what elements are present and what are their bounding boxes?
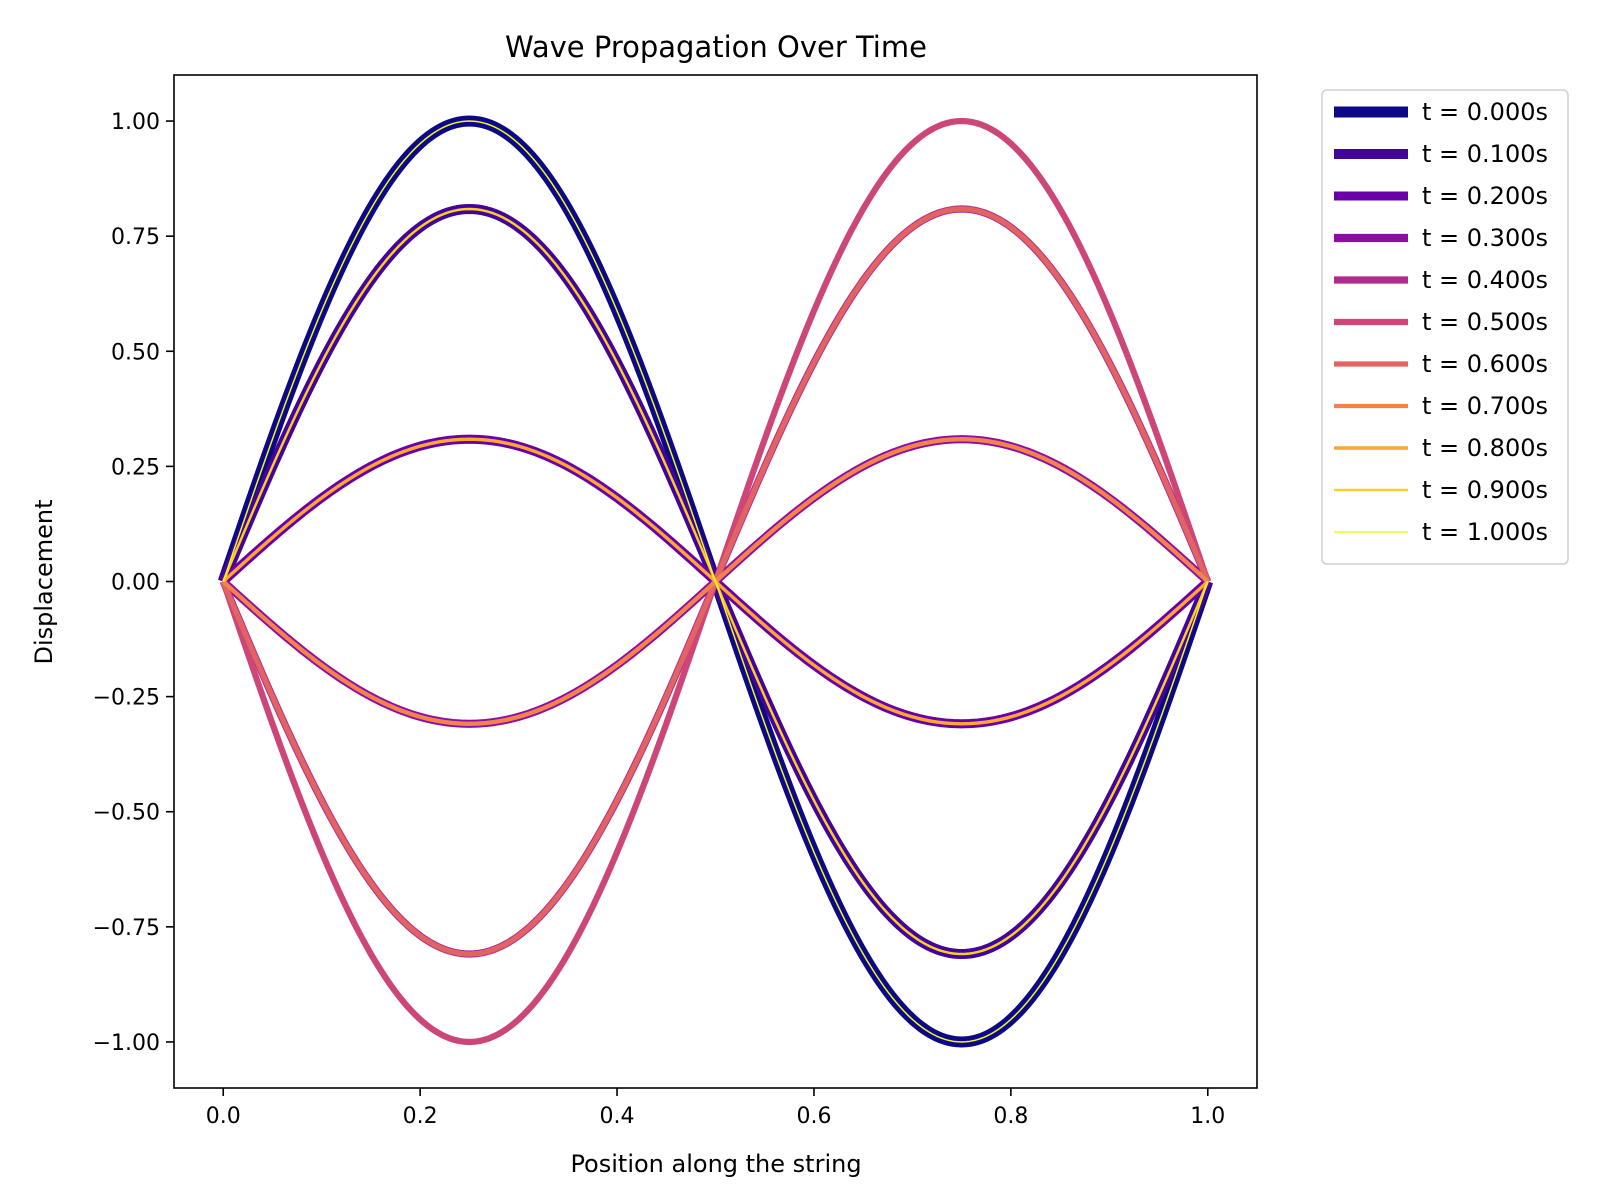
y-tick-label: 1.00	[111, 110, 160, 135]
legend-label: t = 0.700s	[1422, 392, 1548, 420]
x-tick-label: 0.4	[600, 1104, 635, 1129]
y-tick-label: −0.50	[93, 801, 160, 826]
x-axis-label: Position along the string	[570, 1150, 861, 1178]
legend-label: t = 1.000s	[1422, 518, 1548, 546]
legend-label: t = 0.400s	[1422, 266, 1548, 294]
y-tick-label: −0.75	[93, 916, 160, 941]
y-tick-label: 0.75	[111, 225, 160, 250]
x-tick-label: 0.6	[796, 1104, 831, 1129]
x-tick-label: 1.0	[1190, 1104, 1225, 1129]
legend-box	[1321, 89, 1569, 565]
legend-label: t = 0.800s	[1422, 434, 1548, 462]
x-tick-label: 0.0	[206, 1104, 241, 1129]
chart-title: Wave Propagation Over Time	[505, 30, 927, 64]
x-tick-label: 0.8	[993, 1104, 1028, 1129]
legend-label: t = 0.100s	[1422, 140, 1548, 168]
y-tick-label: 0.25	[111, 455, 160, 480]
legend-label: t = 0.600s	[1422, 350, 1548, 378]
legend-label: t = 0.200s	[1422, 182, 1548, 210]
y-axis-label: Displacement	[30, 500, 58, 665]
y-tick-label: 0.00	[111, 571, 160, 596]
legend-label: t = 0.500s	[1422, 308, 1548, 336]
y-axis: −1.00 −0.75 −0.50 −0.25 0.00 0.25 0.50 0.75 1.00	[93, 110, 174, 1056]
x-tick-label: 0.2	[403, 1104, 438, 1129]
y-tick-label: 0.50	[111, 340, 160, 365]
legend-label: t = 0.000s	[1422, 98, 1548, 126]
y-tick-label: −1.00	[93, 1031, 160, 1056]
series-line-10	[222, 120, 1209, 1043]
x-axis: 0.0 0.2 0.4 0.6 0.8 1.0	[206, 1088, 1225, 1129]
legend: t = 0.000s t = 0.100s t = 0.200s t = 0.300s…	[1321, 89, 1569, 565]
y-tick-label: −0.25	[93, 686, 160, 711]
legend-label: t = 0.900s	[1422, 476, 1548, 504]
legend-label: t = 0.300s	[1422, 224, 1548, 252]
plot-area	[218, 115, 1213, 1048]
